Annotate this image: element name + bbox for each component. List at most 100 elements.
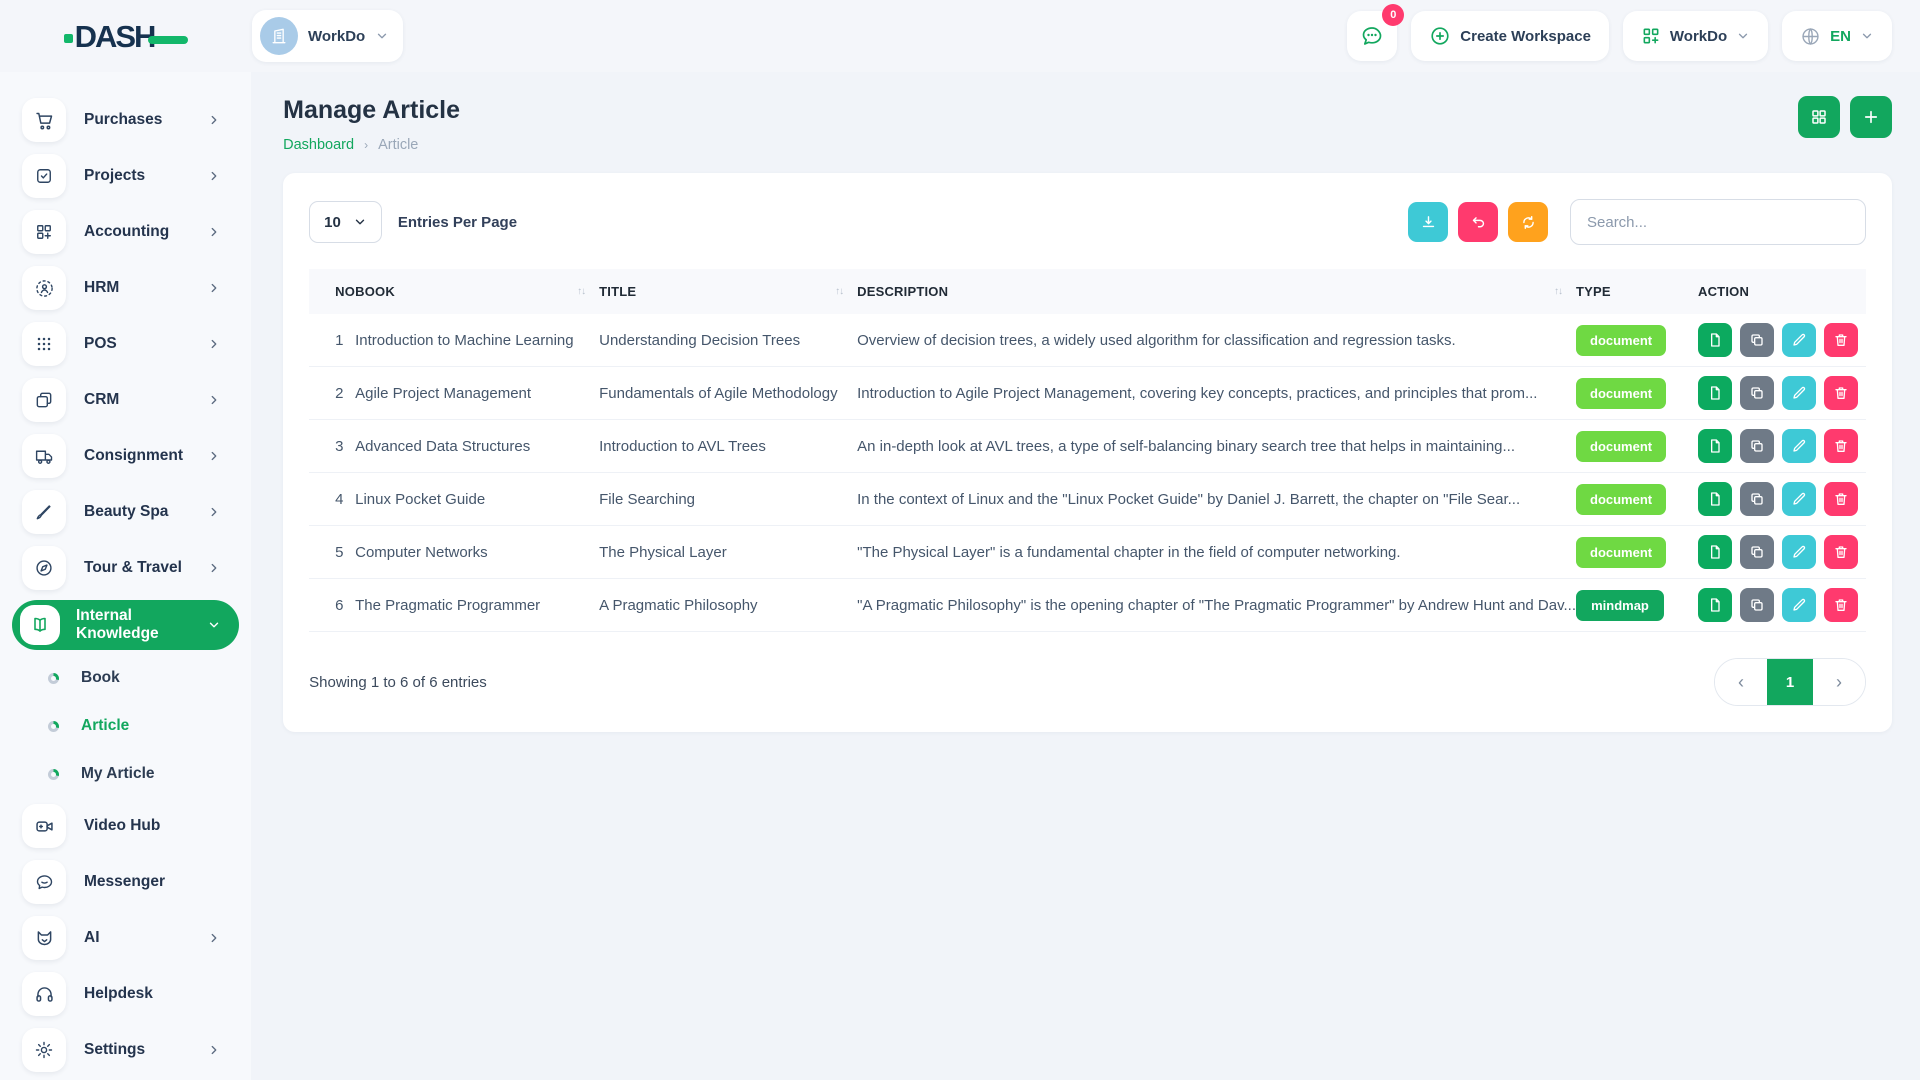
sidebar-item-ai[interactable]: AI — [0, 910, 251, 966]
bullet-icon — [48, 672, 59, 684]
sidebar-item-accounting[interactable]: Accounting — [0, 204, 251, 260]
export-button[interactable] — [1408, 202, 1448, 242]
sidebar-item-crm[interactable]: CRM — [0, 372, 251, 428]
edit-article-button[interactable] — [1782, 482, 1816, 516]
reset-button[interactable] — [1458, 202, 1498, 242]
trash-icon — [1835, 546, 1847, 558]
chevron-down-icon — [1736, 29, 1750, 43]
edit-article-button[interactable] — [1782, 588, 1816, 622]
copy-article-button[interactable] — [1740, 588, 1774, 622]
table-row: 5 Computer Networks The Physical Layer "… — [309, 526, 1866, 579]
chevron-right-icon: › — [364, 138, 369, 152]
add-article-button[interactable] — [1850, 96, 1892, 138]
sidebar-item-projects[interactable]: Projects — [0, 148, 251, 204]
copy-article-button[interactable] — [1740, 376, 1774, 410]
file-icon — [1711, 333, 1720, 347]
workspace-menu-label: WorkDo — [1669, 27, 1728, 45]
sidebar-item-video-hub[interactable]: Video Hub — [0, 798, 251, 854]
edit-article-button[interactable] — [1782, 323, 1816, 357]
sidebar-subitem-article[interactable]: Article — [0, 702, 251, 750]
header-description[interactable]: DESCRIPTION ↑↓ — [857, 284, 1563, 299]
edit-article-button[interactable] — [1782, 535, 1816, 569]
create-workspace-button[interactable]: Create Workspace — [1411, 11, 1609, 61]
copy-article-button[interactable] — [1740, 429, 1774, 463]
breadcrumb-dashboard-link[interactable]: Dashboard — [283, 137, 355, 153]
header-book[interactable]: BOOK ↑↓ — [355, 284, 586, 299]
pencil-icon — [1793, 439, 1806, 452]
sidebar-subitem-book[interactable]: Book — [0, 654, 251, 702]
entries-per-page-select[interactable]: 10 — [309, 201, 382, 243]
copy-icon — [1751, 546, 1763, 558]
sidebar-item-tour-travel[interactable]: Tour & Travel — [0, 540, 251, 596]
delete-article-button[interactable] — [1824, 376, 1858, 410]
chevron-right-icon — [207, 561, 221, 575]
file-icon — [1711, 545, 1720, 559]
sidebar-item-messenger[interactable]: Messenger — [0, 854, 251, 910]
previous-page-button[interactable]: ‹ — [1715, 659, 1767, 705]
breadcrumb: Dashboard › Article — [283, 137, 460, 153]
grid-view-button[interactable] — [1798, 96, 1840, 138]
type-badge: document — [1576, 324, 1667, 356]
header-type[interactable]: TYPE — [1576, 284, 1611, 299]
brand-logo[interactable]: DASH — [63, 18, 189, 54]
header-title[interactable]: TITLE ↑↓ — [599, 284, 844, 299]
chevron-right-icon — [207, 281, 221, 295]
copy-icon — [1751, 493, 1763, 505]
next-page-button[interactable]: › — [1813, 659, 1865, 705]
sidebar-item-settings[interactable]: Settings — [0, 1022, 251, 1078]
entries-per-page-label: Entries Per Page — [397, 213, 518, 231]
view-article-button[interactable] — [1698, 535, 1732, 569]
delete-article-button[interactable] — [1824, 535, 1858, 569]
grid-icon — [1812, 110, 1826, 124]
view-article-button[interactable] — [1698, 482, 1732, 516]
view-article-button[interactable] — [1698, 429, 1732, 463]
page-actions — [1798, 96, 1892, 138]
book-icon — [20, 605, 60, 645]
page-number-button[interactable]: 1 — [1767, 659, 1813, 705]
sidebar-item-pos[interactable]: POS — [0, 316, 251, 372]
chevron-right-icon — [207, 505, 221, 519]
delete-article-button[interactable] — [1824, 429, 1858, 463]
download-icon — [1422, 215, 1434, 227]
refresh-button[interactable] — [1508, 202, 1548, 242]
sidebar-item-beauty-spa[interactable]: Beauty Spa — [0, 484, 251, 540]
copy-article-button[interactable] — [1740, 535, 1774, 569]
sidebar-item-consignment[interactable]: Consignment — [0, 428, 251, 484]
copy-icon — [1751, 599, 1763, 611]
trash-icon — [1835, 334, 1847, 346]
view-article-button[interactable] — [1698, 376, 1732, 410]
search-input[interactable] — [1570, 199, 1866, 245]
sidebar-subitem-my-article[interactable]: My Article — [0, 750, 251, 798]
chevron-down-icon — [1860, 29, 1874, 43]
messages-button[interactable]: 0 — [1347, 4, 1405, 61]
sidebar-item-hrm[interactable]: HRM — [0, 260, 251, 316]
trash-icon — [1835, 493, 1847, 505]
copy-article-button[interactable] — [1740, 323, 1774, 357]
workspace-selector[interactable]: WorkDo — [252, 10, 404, 62]
refresh-icon — [1522, 215, 1534, 229]
table-toolbar: 10 Entries Per Page — [309, 199, 1866, 245]
language-selector[interactable]: EN — [1782, 11, 1892, 61]
chevron-right-icon — [207, 393, 221, 407]
copy-article-button[interactable] — [1740, 482, 1774, 516]
delete-article-button[interactable] — [1824, 482, 1858, 516]
bullet-icon — [48, 768, 59, 780]
chevron-right-icon — [207, 169, 221, 183]
create-workspace-label: Create Workspace — [1460, 27, 1591, 45]
delete-article-button[interactable] — [1824, 323, 1858, 357]
delete-article-button[interactable] — [1824, 588, 1858, 622]
grid-plus-icon — [1641, 26, 1661, 46]
view-article-button[interactable] — [1698, 588, 1732, 622]
sidebar-item-purchases[interactable]: Purchases — [0, 92, 251, 148]
edit-article-button[interactable] — [1782, 429, 1816, 463]
breadcrumb-current: Article — [378, 137, 419, 153]
view-article-button[interactable] — [1698, 323, 1732, 357]
sidebar-item-internal-knowledge[interactable]: Internal Knowledge — [12, 600, 240, 650]
sidebar-item-helpdesk[interactable]: Helpdesk — [0, 966, 251, 1022]
truck-icon — [22, 434, 66, 478]
logo-text: DASH — [74, 18, 157, 54]
edit-article-button[interactable] — [1782, 376, 1816, 410]
workspace-menu-button[interactable]: WorkDo — [1622, 11, 1769, 61]
page-title: Manage Article — [283, 96, 461, 124]
pencil-icon — [1793, 333, 1806, 346]
